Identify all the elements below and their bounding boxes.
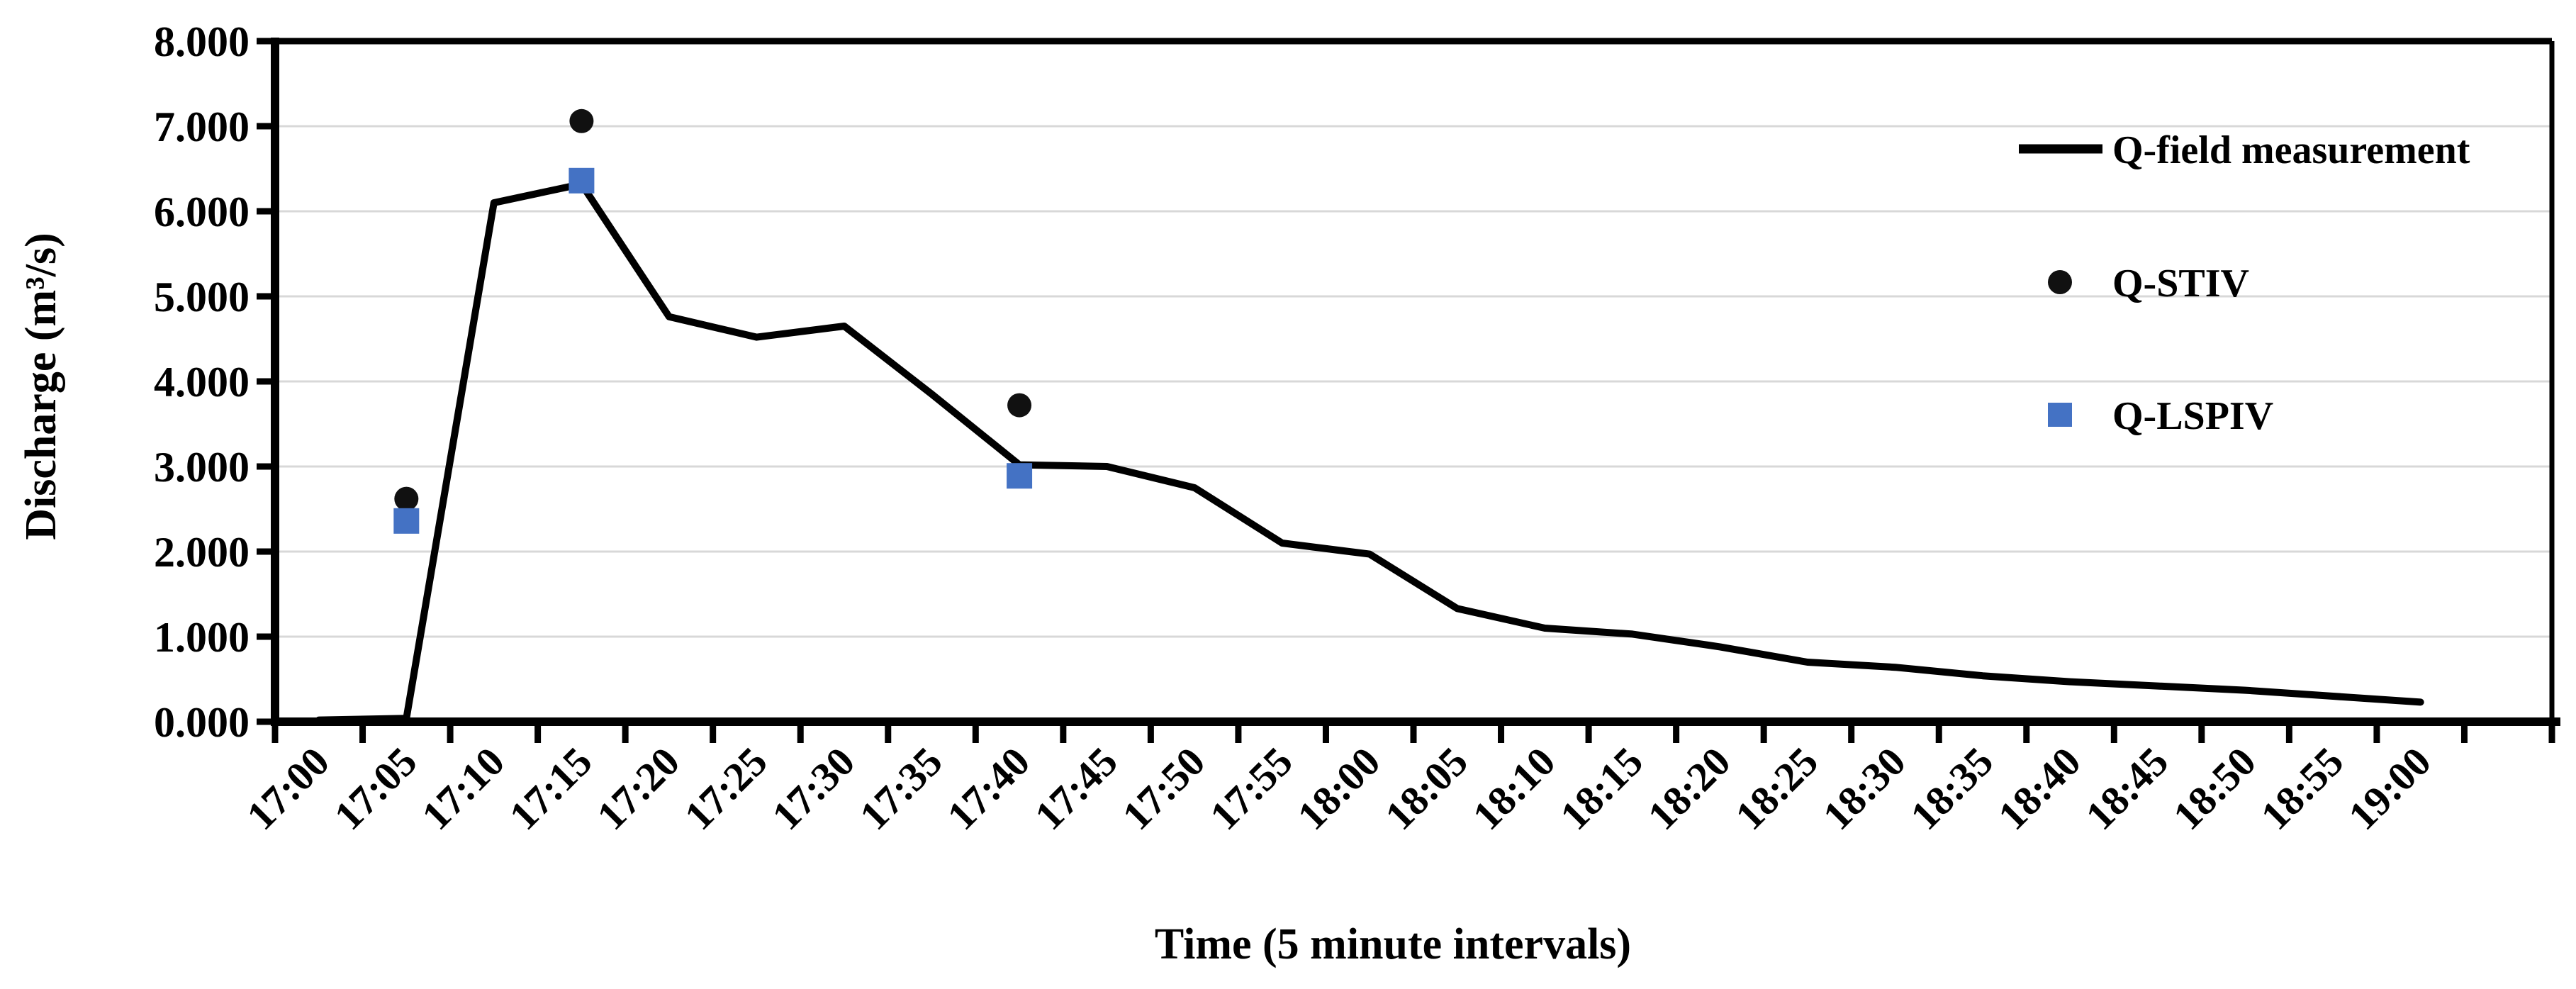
q-lspiv-point (1007, 463, 1033, 489)
x-tick-label: 17:35 (851, 738, 951, 839)
y-tick-label: 5.000 (154, 274, 250, 320)
x-tick-label: 18:45 (2077, 738, 2178, 839)
y-tick-label: 1.000 (154, 614, 250, 661)
x-tick-label: 17:20 (588, 738, 688, 839)
x-tick-label: 18:15 (1551, 738, 1652, 839)
y-tick-label: 6.000 (154, 189, 250, 235)
x-tick-label: 18:20 (1639, 738, 1740, 839)
legend-item-q-lspiv: Q-LSPIV (2048, 394, 2273, 438)
x-tick-label: 18:55 (2252, 738, 2353, 839)
x-tick-label: 18:35 (1902, 738, 2003, 839)
x-tick-label: 17:25 (676, 738, 776, 839)
x-tick-label: 18:40 (1989, 738, 2090, 839)
x-axis-title: Time (5 minute intervals) (1155, 920, 1631, 968)
legend-label-q-field: Q-field measurement (2112, 128, 2470, 172)
legend-item-q-stiv: Q-STIV (2048, 262, 2249, 306)
legend-label-q-lspiv: Q-LSPIV (2112, 394, 2273, 438)
x-tick-label: 18:05 (1376, 738, 1477, 839)
q-stiv-point (1007, 393, 1032, 418)
x-tick-label: 18:50 (2164, 738, 2265, 839)
legend-label-q-stiv: Q-STIV (2112, 262, 2249, 306)
y-tick-label: 4.000 (154, 359, 250, 406)
x-tick-label: 18:30 (1814, 738, 1915, 839)
x-tick-label: 17:45 (1026, 738, 1126, 839)
legend-item-q-field: Q-field measurement (2019, 128, 2470, 172)
q-lspiv-point (393, 508, 420, 534)
y-axis-title: Discharge (m³/s) (17, 233, 65, 540)
x-tick-label: 19:00 (2339, 738, 2440, 839)
y-tick-label: 3.000 (154, 444, 250, 491)
q-stiv-point (394, 486, 419, 511)
x-tick-label: 17:40 (939, 738, 1039, 839)
y-tick-label: 7.000 (154, 104, 250, 150)
x-tick-label: 18:10 (1464, 738, 1564, 839)
q-stiv-points (394, 108, 1032, 511)
y-tick-label: 8.000 (154, 18, 250, 65)
x-tick-label: 17:50 (1114, 738, 1214, 839)
q-lspiv-square-icon (2048, 403, 2072, 427)
x-tick-label: 18:00 (1289, 738, 1389, 839)
y-axis-tick-labels: 0.000 1.000 2.000 3.000 4.000 5.000 6.000 7.000… (154, 18, 250, 746)
q-lspiv-point (569, 167, 595, 194)
q-field-measurement-line (315, 180, 2424, 724)
x-axis-tick-labels: 17:0017:0517:1017:1517:2017:2517:3017:35… (237, 738, 2440, 839)
x-tick-label: 17:30 (763, 738, 864, 839)
legend: Q-field measurement Q-STIV Q-LSPIV (2019, 128, 2470, 438)
x-tick-label: 17:55 (1201, 738, 1301, 839)
x-tick-label: 17:00 (237, 738, 338, 839)
gridlines (275, 125, 2552, 638)
x-tick-label: 18:25 (1726, 738, 1827, 839)
x-tick-label: 17:05 (325, 738, 426, 839)
axes (257, 38, 2560, 743)
x-tick-label: 17:15 (500, 738, 601, 839)
y-tick-label: 0.000 (154, 699, 250, 746)
q-stiv-dot-icon (2048, 270, 2072, 294)
q-lspiv-points (393, 167, 1033, 534)
x-tick-label: 17:10 (413, 738, 513, 839)
y-tick-label: 2.000 (154, 529, 250, 576)
q-stiv-point (569, 108, 594, 133)
